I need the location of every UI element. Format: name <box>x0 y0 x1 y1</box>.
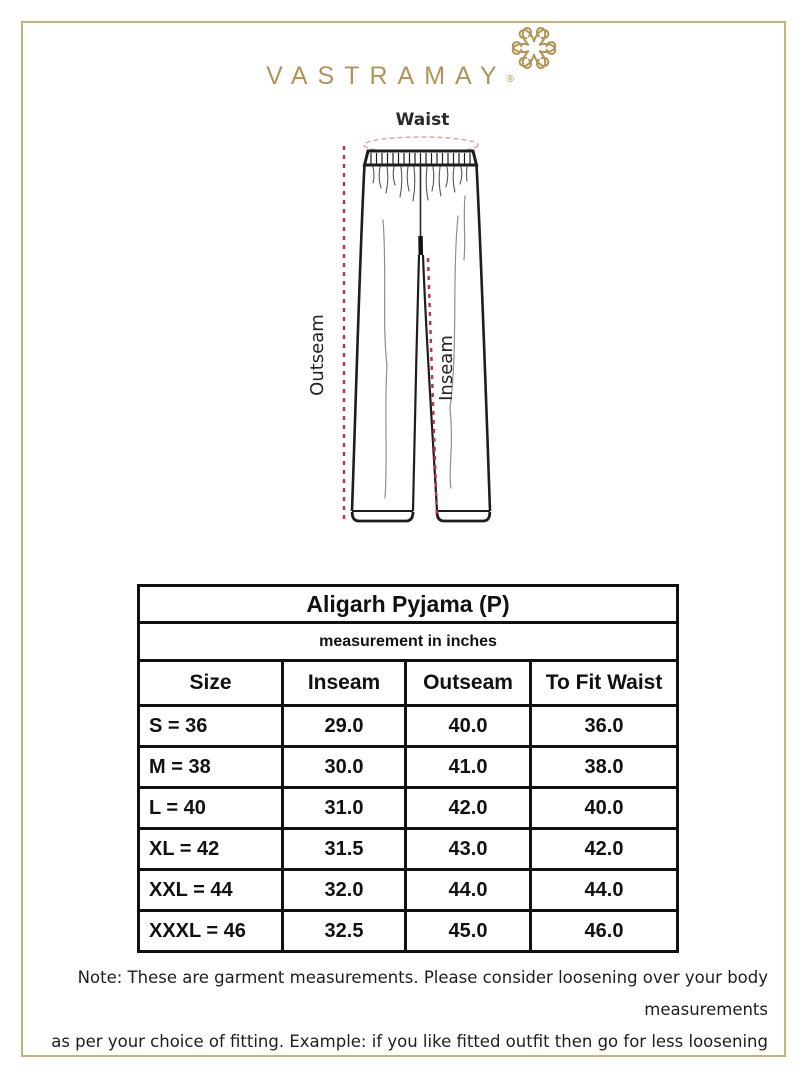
to-fit-waist-cell: 44.0 <box>528 868 680 912</box>
inseam-cell: 32.5 <box>281 909 407 953</box>
inseam-measure-line <box>426 257 439 520</box>
inseam-label: Inseam <box>436 335 457 401</box>
table-row: XL = 42 31.5 43.0 42.0 <box>137 827 680 871</box>
outseam-cell: 44.0 <box>404 868 532 912</box>
inseam-cell: 31.0 <box>281 786 407 830</box>
brand-name: VASTRAMAY <box>266 62 507 90</box>
registered-trademark: ® <box>506 74 514 85</box>
mandala-flower-icon <box>510 25 558 71</box>
table-row: XXXL = 46 32.5 45.0 46.0 <box>137 909 680 953</box>
outseam-cell: 43.0 <box>404 827 532 871</box>
size-cell: XXL = 44 <box>137 868 284 912</box>
note-text: Note: These are garment measurements. Pl… <box>40 962 768 1058</box>
outseam-cell: 41.0 <box>404 745 532 789</box>
to-fit-waist-cell: 38.0 <box>528 745 680 789</box>
fabric-wrinkles <box>382 195 466 499</box>
leg-hems <box>350 510 492 523</box>
col-header-outseam: Outseam <box>404 659 532 707</box>
table-row: XXL = 44 32.0 44.0 44.0 <box>137 868 680 912</box>
size-cell: XXXL = 46 <box>137 909 284 953</box>
note-line-2: as per your choice of fitting. Example: … <box>51 1032 768 1051</box>
pants-drawing: Outseam Inseam <box>307 136 492 523</box>
inseam-cell: 31.5 <box>281 827 407 871</box>
gather-wrinkles <box>372 166 468 202</box>
to-fit-waist-cell: 36.0 <box>528 704 680 748</box>
table-row: S = 36 29.0 40.0 36.0 <box>137 704 680 748</box>
size-chart-table: Aligarh Pyjama (P) measurement in inches… <box>136 584 680 953</box>
waist-label: Waist <box>395 110 450 130</box>
to-fit-waist-cell: 40.0 <box>528 786 680 830</box>
table-row: M = 38 30.0 41.0 38.0 <box>137 745 680 789</box>
table-row: L = 40 31.0 42.0 40.0 <box>137 786 680 830</box>
size-cell: XL = 42 <box>137 827 284 871</box>
pyjama-measurement-diagram: Waist <box>300 108 545 554</box>
outseam-label: Outseam <box>307 314 328 396</box>
brand-logo: VASTRAMAY® <box>0 22 810 91</box>
pant-legs <box>350 164 492 512</box>
size-cell: M = 38 <box>137 745 284 789</box>
table-header-row: Size Inseam Outseam To Fit Waist <box>137 659 680 707</box>
size-cell: L = 40 <box>137 786 284 830</box>
col-header-to-fit-waist: To Fit Waist <box>528 659 680 707</box>
waistband <box>362 149 479 167</box>
to-fit-waist-cell: 46.0 <box>528 909 680 953</box>
brand-logo-inner: VASTRAMAY® <box>266 22 558 91</box>
table-title: Aligarh Pyjama (P) <box>136 584 680 624</box>
table-subtitle: measurement in inches <box>136 621 680 662</box>
brand-wordmark: VASTRAMAY® <box>266 62 514 91</box>
outseam-cell: 42.0 <box>404 786 532 830</box>
to-fit-waist-cell: 42.0 <box>528 827 680 871</box>
size-cell: S = 36 <box>137 704 284 748</box>
note-line-1: Note: These are garment measurements. Pl… <box>77 968 768 1019</box>
col-header-inseam: Inseam <box>281 659 407 707</box>
inseam-cell: 29.0 <box>281 704 407 748</box>
outseam-cell: 45.0 <box>404 909 532 953</box>
col-header-size: Size <box>137 659 284 707</box>
outseam-cell: 40.0 <box>404 704 532 748</box>
inseam-cell: 32.0 <box>281 868 407 912</box>
inseam-cell: 30.0 <box>281 745 407 789</box>
